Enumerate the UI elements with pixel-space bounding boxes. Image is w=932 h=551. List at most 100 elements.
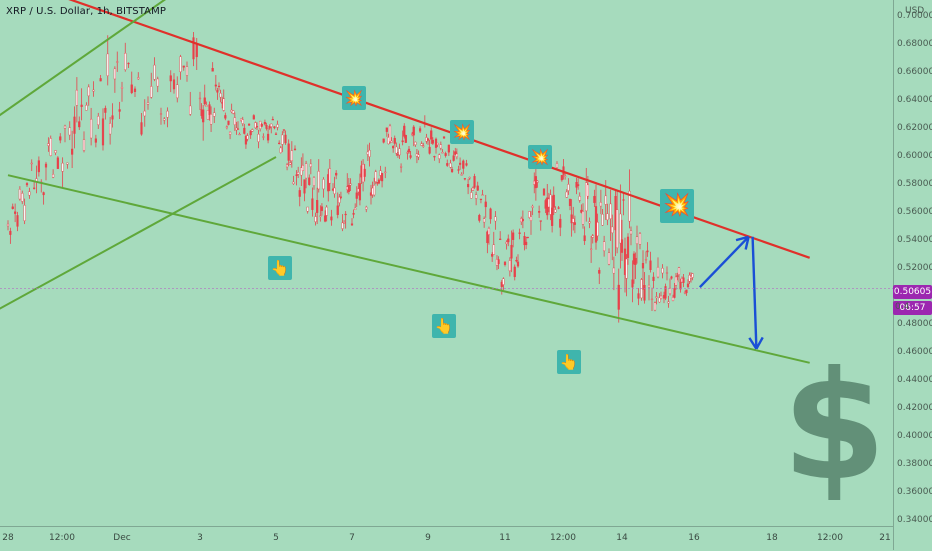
- candle-body: [9, 230, 12, 235]
- price-tick-label: 0.54000: [897, 235, 932, 245]
- candle-body: [30, 162, 33, 165]
- candle-body: [341, 222, 344, 229]
- candle-body: [671, 297, 675, 301]
- candle-body: [203, 97, 206, 105]
- candle-body: [565, 191, 568, 198]
- candle-body: [428, 146, 431, 154]
- candle-body: [617, 284, 620, 310]
- candle-body: [49, 138, 52, 156]
- candle-body: [523, 236, 526, 246]
- time-tick-label: 3: [197, 533, 203, 543]
- candle-body: [497, 259, 500, 265]
- candle-body: [667, 301, 670, 304]
- candle-body: [578, 196, 581, 201]
- price-tick-label: 0.60000: [897, 151, 932, 161]
- candle-body: [529, 216, 533, 221]
- candle-body: [503, 261, 507, 265]
- candle-body: [593, 195, 596, 203]
- time-axis[interactable]: [0, 526, 893, 551]
- time-tick-label: 14: [616, 533, 628, 543]
- candle-body: [172, 79, 176, 90]
- candle-body: [581, 211, 585, 225]
- candle-body: [502, 278, 505, 285]
- candle-body: [330, 216, 333, 221]
- time-tick-label: 7: [349, 533, 355, 543]
- candle-body: [384, 171, 387, 173]
- candle-body: [452, 155, 455, 161]
- candle-body: [458, 162, 462, 165]
- candle-body: [454, 151, 457, 155]
- candle-body: [591, 235, 594, 238]
- candle-body: [625, 258, 628, 279]
- candle-body: [433, 156, 436, 158]
- candle-body: [44, 163, 48, 168]
- candle-body: [133, 88, 137, 92]
- candle-body: [257, 134, 260, 142]
- candle-body: [409, 155, 412, 158]
- price-tick-label: 0.44000: [897, 375, 932, 385]
- candle-body: [686, 283, 690, 288]
- candle-body: [572, 218, 575, 223]
- candle-body: [478, 214, 481, 221]
- candle-body: [159, 113, 163, 115]
- candle-body: [140, 122, 143, 135]
- candle-body: [236, 128, 240, 130]
- candle-body: [273, 126, 276, 129]
- candle-body: [539, 220, 542, 222]
- candle-body: [430, 130, 433, 140]
- candle-body: [328, 168, 331, 184]
- candle-body: [607, 252, 611, 265]
- candle-body: [649, 260, 652, 270]
- candle-body: [470, 192, 473, 199]
- support-trendline: [7, 174, 810, 364]
- candle-body: [179, 56, 182, 73]
- time-tick-label: 16: [688, 533, 700, 543]
- candle-body: [455, 153, 458, 157]
- candle-body: [61, 162, 64, 172]
- candle-body: [320, 206, 324, 211]
- candle-body: [484, 201, 487, 208]
- candle-body: [462, 160, 465, 169]
- candle-body: [659, 295, 663, 299]
- candle-body: [303, 179, 306, 194]
- time-tick-label: 11: [499, 533, 511, 543]
- candle-body: [33, 187, 36, 189]
- price-tick-label: 0.46000: [897, 347, 932, 357]
- partial-price-tick: 0.4: [895, 302, 910, 312]
- candle-body: [205, 105, 208, 107]
- candle-body: [276, 124, 279, 128]
- candle-body: [185, 66, 189, 76]
- candle-body: [209, 114, 213, 125]
- candle-body: [590, 248, 593, 250]
- candle-body: [404, 135, 407, 143]
- candle-body: [287, 143, 290, 161]
- candle-body: [446, 163, 449, 166]
- candle-body: [609, 203, 612, 219]
- candle-body: [603, 241, 606, 252]
- candle-body: [463, 178, 466, 180]
- candle-body: [494, 216, 497, 222]
- candle-body: [510, 244, 513, 259]
- candle-body: [393, 137, 396, 144]
- candle-body: [441, 152, 444, 154]
- candle-body: [219, 93, 222, 98]
- candle-body: [685, 289, 688, 294]
- candle-body: [241, 119, 244, 124]
- candle-body: [333, 187, 336, 195]
- candle-body: [23, 205, 26, 221]
- pointer-hand-icon: 👆: [268, 256, 292, 280]
- candle-body: [268, 126, 271, 129]
- candle-body: [94, 138, 97, 143]
- price-axis[interactable]: [893, 0, 932, 550]
- candle-body: [596, 222, 599, 237]
- candle-body: [358, 183, 362, 201]
- candle-body: [249, 130, 252, 136]
- candle-body: [106, 53, 109, 76]
- candle-body: [499, 238, 502, 240]
- candle-body: [347, 185, 350, 193]
- candle-body: [52, 174, 55, 178]
- candle-body: [195, 44, 198, 58]
- upper-channel-trendline: [0, 0, 167, 117]
- candle-body: [552, 194, 555, 208]
